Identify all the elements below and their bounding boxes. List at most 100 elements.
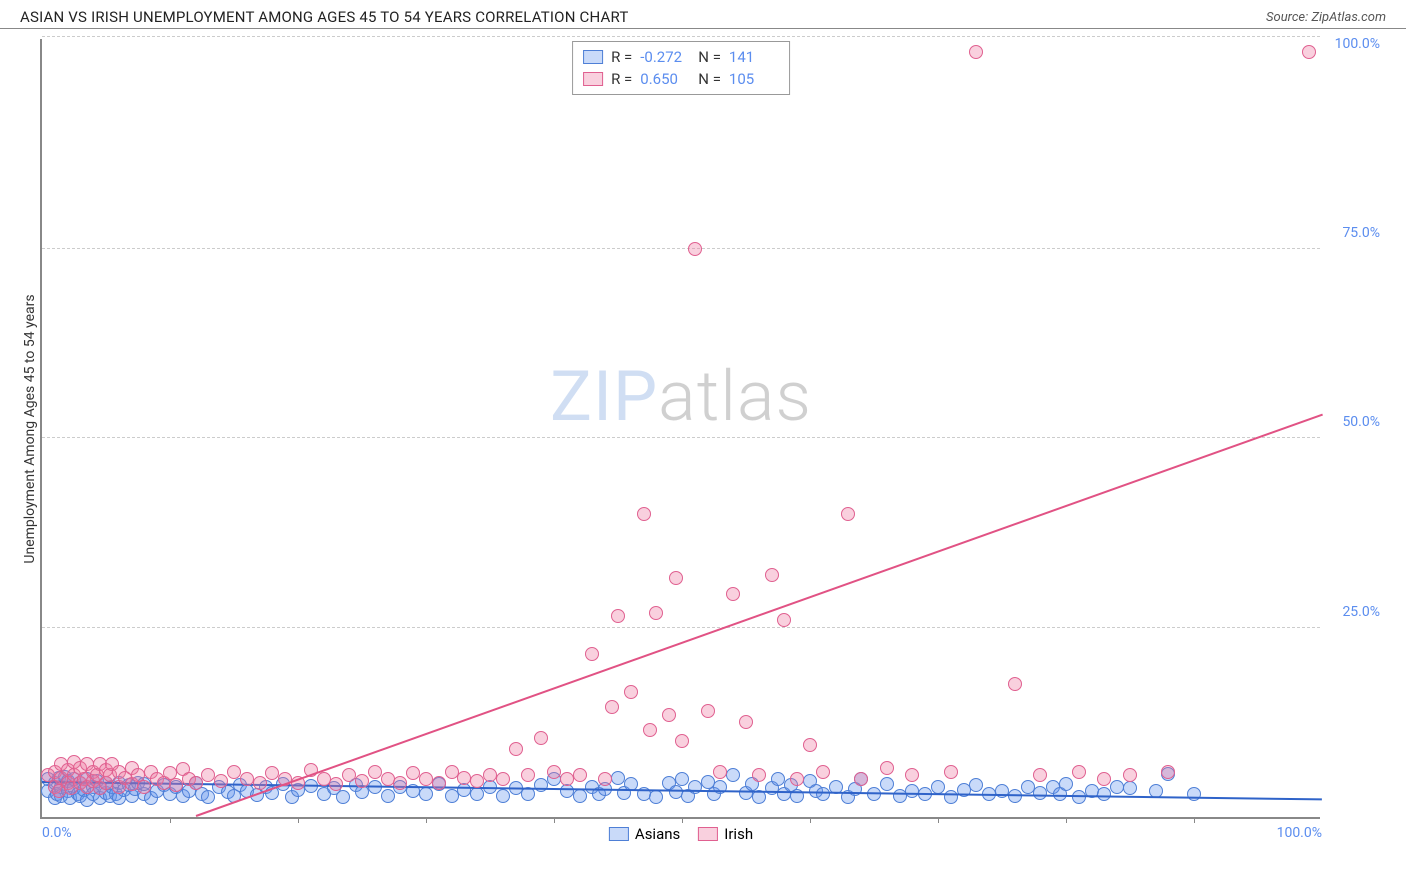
scatter-point-irish (944, 765, 958, 779)
x-tick-mark (554, 817, 555, 823)
plot-area: ZIPatlas R =-0.272N =141R =0.650N =105 A… (40, 39, 1320, 819)
scatter-point-irish (1161, 765, 1175, 779)
source-name: ZipAtlas.com (1311, 10, 1386, 25)
scatter-point-irish (841, 507, 855, 521)
scatter-point-irish (509, 742, 523, 756)
legend-swatch (698, 827, 718, 841)
title-bar: ASIAN VS IRISH UNEMPLOYMENT AMONG AGES 4… (0, 0, 1406, 29)
scatter-point-asians (726, 768, 740, 782)
scatter-point-irish (790, 772, 804, 786)
scatter-point-asians (534, 778, 548, 792)
scatter-point-irish (880, 761, 894, 775)
scatter-point-irish (643, 723, 657, 737)
source-prefix: Source: (1266, 10, 1311, 25)
scatter-point-irish (368, 765, 382, 779)
legend-label: Asians (635, 825, 680, 843)
scatter-point-asians (1059, 777, 1073, 791)
scatter-point-irish (649, 606, 663, 620)
scatter-point-irish (521, 768, 535, 782)
scatter-point-irish (777, 613, 791, 627)
stats-row-asians: R =-0.272N =141 (583, 46, 779, 68)
gridline (42, 248, 1320, 249)
x-tick-label: 100.0% (1277, 825, 1322, 841)
legend-swatch (583, 50, 603, 64)
scatter-point-asians (944, 790, 958, 804)
r-label: R = (611, 48, 632, 66)
scatter-point-irish (432, 776, 446, 790)
scatter-point-irish (214, 774, 228, 788)
scatter-point-asians (419, 787, 433, 801)
r-value: -0.272 (640, 48, 690, 66)
scatter-point-irish (457, 771, 471, 785)
x-tick-mark (682, 817, 683, 823)
y-tick-label: 75.0% (1342, 225, 1380, 241)
scatter-point-irish (1123, 768, 1137, 782)
scatter-point-irish (329, 777, 343, 791)
scatter-point-irish (137, 780, 151, 794)
chart-title: ASIAN VS IRISH UNEMPLOYMENT AMONG AGES 4… (20, 8, 629, 26)
scatter-point-irish (624, 685, 638, 699)
scatter-point-irish (1033, 768, 1047, 782)
scatter-point-asians (1123, 781, 1137, 795)
scatter-point-irish (573, 768, 587, 782)
scatter-point-asians (1072, 790, 1086, 804)
x-tick-mark (298, 817, 299, 823)
scatter-point-asians (931, 780, 945, 794)
y-tick-label: 100.0% (1335, 36, 1380, 52)
legend-label: Irish (724, 825, 753, 843)
trend-line-irish (195, 414, 1322, 817)
scatter-point-asians (675, 772, 689, 786)
scatter-point-irish (534, 731, 548, 745)
scatter-point-irish (189, 776, 203, 790)
scatter-point-irish (355, 774, 369, 788)
scatter-point-irish (905, 768, 919, 782)
x-tick-mark (810, 817, 811, 823)
scatter-point-asians (649, 790, 663, 804)
x-tick-mark (938, 817, 939, 823)
scatter-point-asians (1187, 787, 1201, 801)
scatter-point-irish (739, 715, 753, 729)
x-tick-label: 0.0% (42, 825, 72, 841)
scatter-point-irish (1072, 765, 1086, 779)
y-tick-label: 50.0% (1342, 414, 1380, 430)
x-tick-mark (170, 817, 171, 823)
chart-wrap: Unemployment Among Ages 45 to 54 years Z… (40, 39, 1406, 819)
source-credit: Source: ZipAtlas.com (1266, 10, 1386, 25)
scatter-point-asians (336, 790, 350, 804)
legend-item-asians: Asians (609, 825, 680, 843)
scatter-point-irish (669, 571, 683, 585)
scatter-point-irish (1008, 677, 1022, 691)
scatter-point-asians (969, 778, 983, 792)
bottom-legend: Asians Irish (609, 825, 753, 843)
scatter-point-irish (675, 734, 689, 748)
scatter-point-irish (816, 765, 830, 779)
scatter-point-irish (605, 700, 619, 714)
n-value: 141 (729, 48, 779, 66)
x-tick-mark (1194, 817, 1195, 823)
n-value: 105 (729, 70, 779, 88)
stats-box: R =-0.272N =141R =0.650N =105 (572, 41, 790, 95)
scatter-point-irish (611, 609, 625, 623)
x-tick-mark (426, 817, 427, 823)
scatter-point-irish (713, 765, 727, 779)
scatter-point-asians (1097, 787, 1111, 801)
legend-item-irish: Irish (698, 825, 753, 843)
scatter-point-irish (688, 242, 702, 256)
y-axis-label: Unemployment Among Ages 45 to 54 years (22, 294, 38, 563)
scatter-point-asians (880, 777, 894, 791)
scatter-point-irish (662, 708, 676, 722)
scatter-point-irish (726, 587, 740, 601)
scatter-point-irish (598, 772, 612, 786)
scatter-point-irish (752, 768, 766, 782)
gridline (42, 437, 1320, 438)
scatter-point-irish (637, 507, 651, 521)
gridline (42, 36, 1320, 37)
watermark-atlas: atlas (658, 356, 812, 438)
scatter-point-irish (496, 772, 510, 786)
scatter-point-irish (1302, 45, 1316, 59)
scatter-point-irish (393, 776, 407, 790)
scatter-point-asians (573, 789, 587, 803)
r-label: R = (611, 70, 632, 88)
scatter-point-asians (381, 789, 395, 803)
legend-swatch (583, 72, 603, 86)
